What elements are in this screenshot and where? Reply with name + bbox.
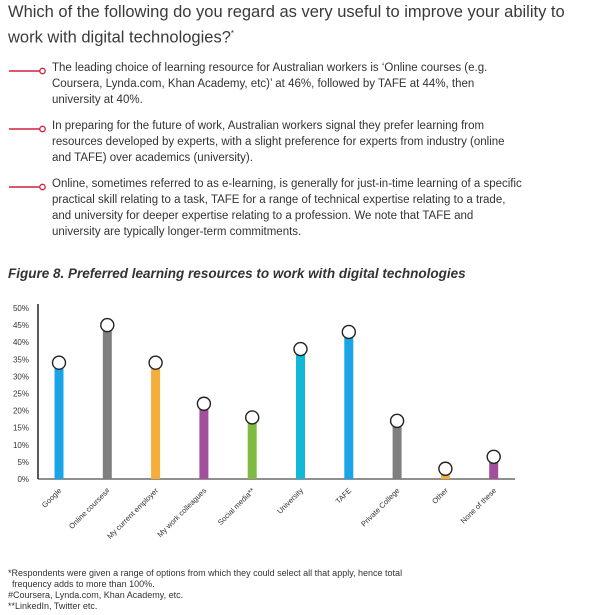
x-tick-label: Other — [430, 486, 450, 506]
x-tick-label: My work colleagues — [155, 486, 208, 539]
bullet-line-icon — [9, 183, 46, 191]
x-tick-label: Social media** — [216, 486, 257, 527]
x-tick-label: TAFE — [334, 486, 354, 506]
figure-title: Figure 8. Preferred learning resources t… — [8, 266, 466, 281]
bar-private-college — [392, 420, 402, 479]
footnote-1: *Respondents were given a range of optio… — [8, 568, 403, 578]
y-tick-label: 20% — [13, 407, 29, 416]
bar-none-of-these — [489, 456, 499, 479]
bullet-text-2: In preparing for the future of work, Aus… — [52, 120, 505, 164]
bar-value-marker — [486, 449, 501, 464]
x-tick-label: None of these — [459, 486, 498, 525]
y-tick-label: 30% — [13, 372, 29, 381]
bar-value-marker — [100, 317, 115, 333]
bar-tafe — [344, 331, 354, 479]
y-tick-label: 45% — [13, 321, 29, 330]
footnote-3: **LinkedIn, Twitter etc. — [8, 601, 98, 611]
y-tick-label: 40% — [13, 338, 29, 347]
footnote-2: #Coursera, Lynda.com, Khan Academy, etc. — [8, 590, 184, 600]
bar-chart: 0% 5% 10% 15% 20% 25% 30% 35% 40% 45% 50% Google Onl… — [13, 304, 515, 541]
bar-value-marker — [148, 355, 163, 370]
y-tick-label: 5% — [17, 458, 29, 467]
x-tick-label: Private College — [359, 486, 401, 528]
y-tick-label: 0% — [17, 475, 29, 484]
bar-online-courses — [102, 325, 112, 479]
bar-value-marker — [244, 410, 260, 425]
bar-university — [296, 349, 305, 479]
bullet-line-icon — [9, 67, 46, 75]
y-tick-label: 25% — [13, 390, 29, 399]
bar-value-marker — [196, 396, 212, 411]
x-tick-label: Google — [40, 486, 63, 509]
x-tick-label: My current employer — [105, 486, 160, 541]
bar-social-media — [247, 417, 257, 479]
bar-value-marker — [438, 461, 453, 476]
y-tick-label: 15% — [13, 424, 29, 433]
heading-text: Which of the following do you regard as … — [8, 3, 565, 47]
bar-my-work-colleagues — [199, 403, 209, 479]
bar-value-marker — [389, 413, 405, 429]
bullet-text-3: Online, sometimes referred to as e-learn… — [52, 178, 522, 238]
footnotes: *Respondents were given a range of optio… — [8, 568, 568, 612]
x-tick-label: University — [275, 486, 305, 516]
bullet-text-1: The leading choice of learning resource … — [52, 62, 488, 106]
bar-my-current-employer — [151, 362, 161, 479]
y-tick-label: 10% — [13, 441, 29, 450]
page-heading: Which of the following do you regard as … — [8, 2, 568, 49]
bar-value-marker — [341, 324, 356, 340]
x-tick-label: Online courses# — [67, 485, 112, 530]
y-tick-label: 35% — [13, 355, 29, 364]
heading-footnote-mark: * — [230, 29, 234, 38]
bar-value-marker — [293, 341, 308, 357]
bullet-line-icon — [9, 125, 46, 133]
footnote-1-continued: frequency adds to more than 100%. — [12, 579, 155, 589]
bar-google — [54, 362, 64, 479]
y-tick-label: 50% — [13, 304, 29, 313]
bar-value-marker — [51, 355, 67, 370]
